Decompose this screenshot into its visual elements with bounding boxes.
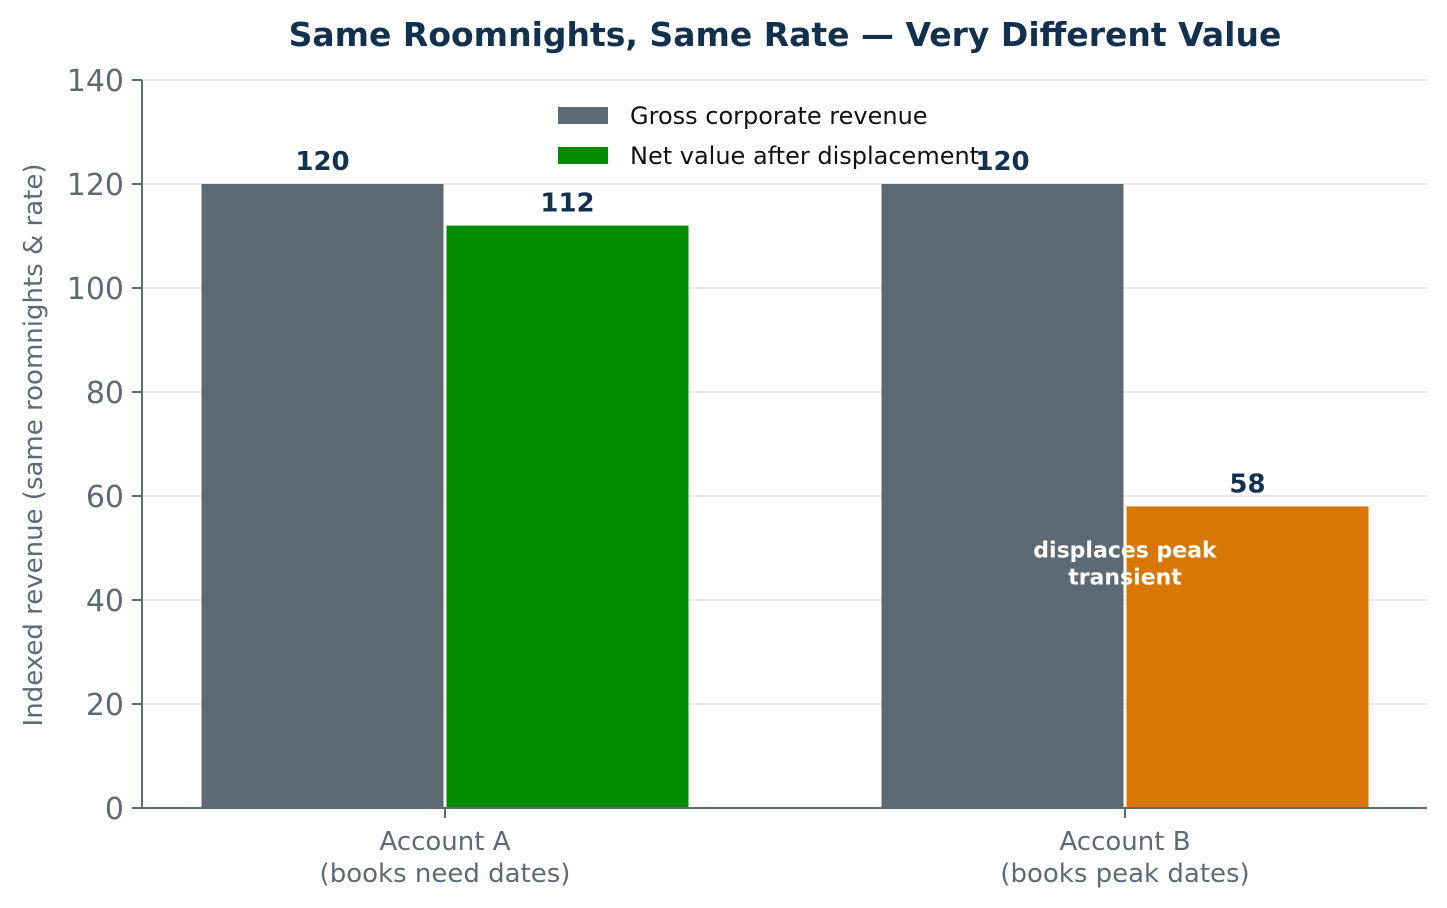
annotation-displaces-peak: displaces peak transient xyxy=(1033,539,1218,591)
legend-swatch xyxy=(558,107,608,124)
bar-value-label: 58 xyxy=(1229,469,1265,499)
legend-swatch xyxy=(558,147,608,164)
y-tick-label: 0 xyxy=(105,792,124,827)
legend-label: Net value after displacement xyxy=(630,142,979,170)
legend-label: Gross corporate revenue xyxy=(630,102,928,130)
chart-title: Same Roomnights, Same Rate — Very Differ… xyxy=(289,15,1282,54)
legend: Gross corporate revenue Net value after d… xyxy=(558,102,979,170)
axes: 0 20 40 60 80 100 120 140 Account A (books need d… xyxy=(67,64,1427,889)
bar-account-b-net xyxy=(1126,506,1369,808)
bar-value-label: 120 xyxy=(975,147,1029,177)
bar-account-a-net xyxy=(446,225,689,809)
x-tick-label: Account A (books need dates) xyxy=(320,827,571,889)
bar-account-b-gross xyxy=(881,184,1124,808)
bar-account-a-gross xyxy=(201,184,444,808)
y-tick-label: 60 xyxy=(86,480,124,515)
x-tick-label: Account B (books peak dates) xyxy=(1000,827,1249,889)
y-tick-label: 140 xyxy=(67,64,124,99)
data-labels: 120 112 120 58 displaces peak transient xyxy=(295,147,1265,591)
y-axis-label: Indexed revenue (same roomnights & rate) xyxy=(19,164,49,727)
y-tick-label: 100 xyxy=(67,272,124,307)
bars xyxy=(201,184,1369,809)
y-tick-label: 80 xyxy=(86,376,124,411)
y-tick-label: 20 xyxy=(86,688,124,723)
y-tick-label: 40 xyxy=(86,584,124,619)
bar-value-label: 112 xyxy=(540,189,594,219)
y-tick-label: 120 xyxy=(67,168,124,203)
bar-value-label: 120 xyxy=(295,147,349,177)
